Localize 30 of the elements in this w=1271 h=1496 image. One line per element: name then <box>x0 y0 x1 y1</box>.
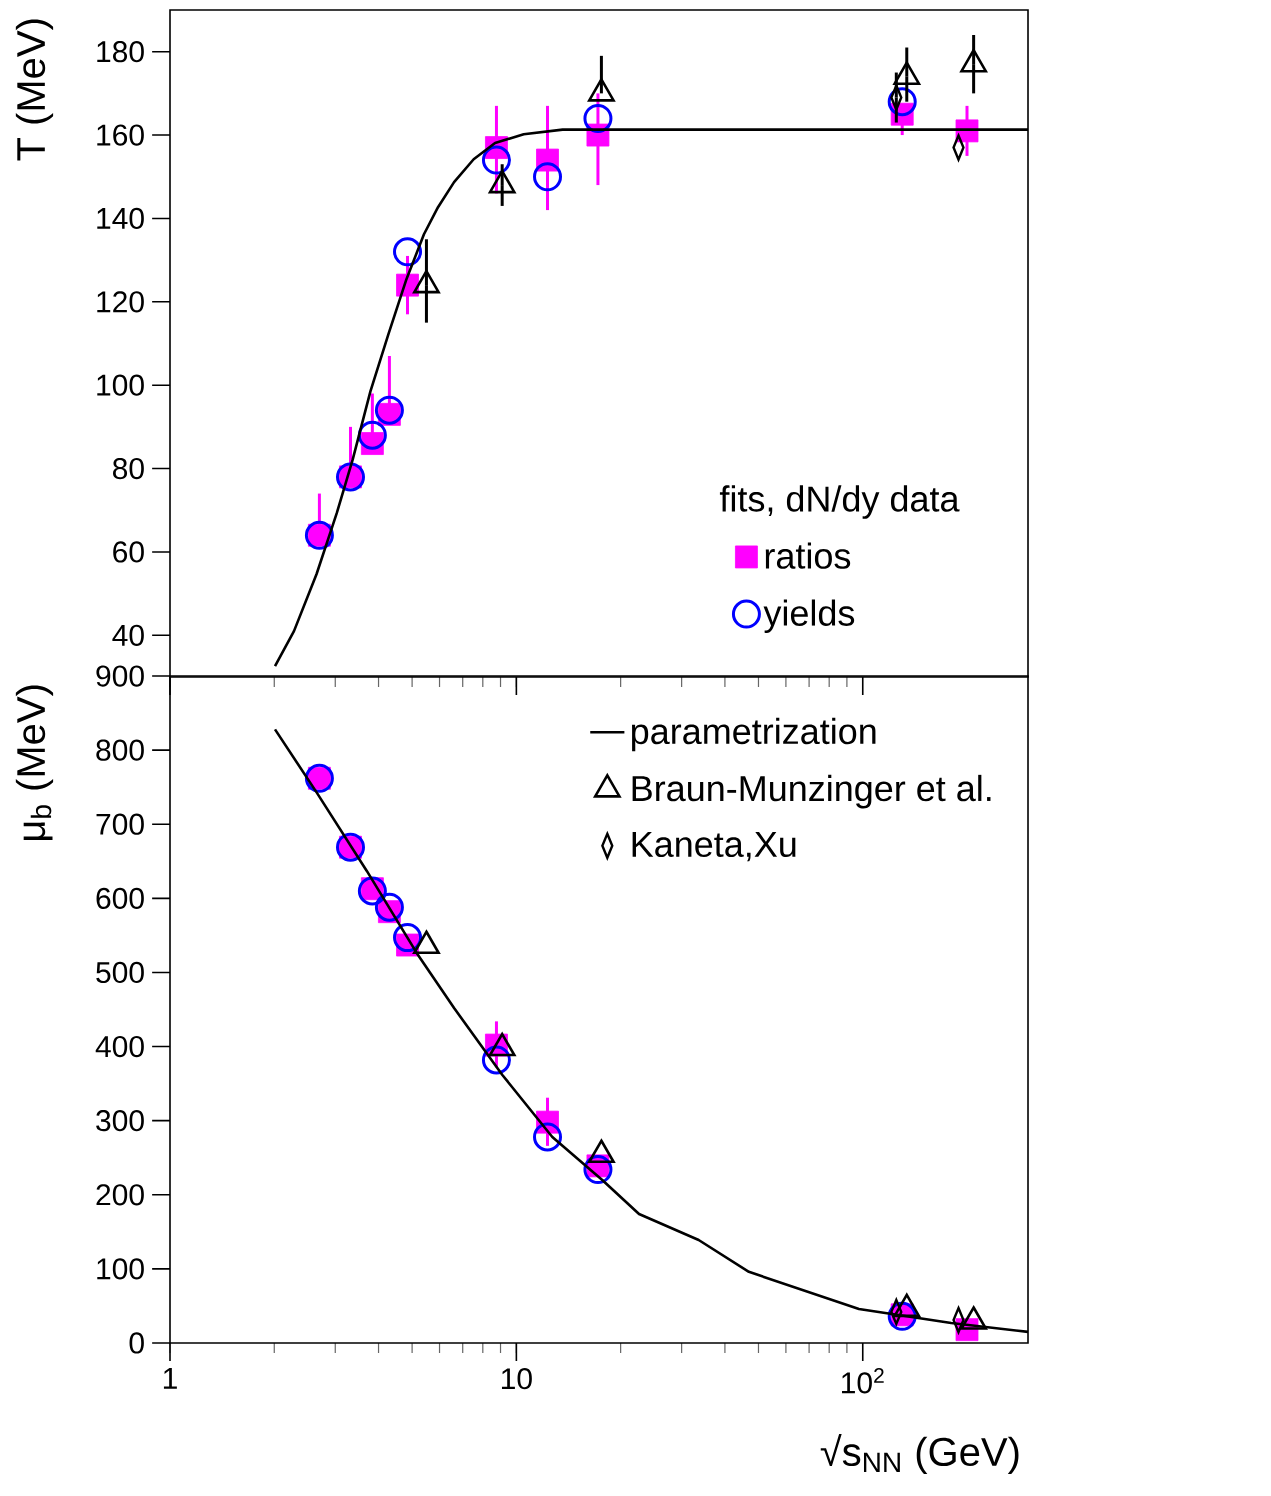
x-axis-title: √s$_{NN}$ (GeV) <box>820 1434 1019 1474</box>
legend-title: fits, dN/dy data <box>719 485 960 519</box>
y-tick-label: 400 <box>95 1035 144 1058</box>
y-tick-label: 800 <box>96 739 144 761</box>
y-tick-label: 180 <box>97 41 144 63</box>
y-tick-label: 900 <box>96 665 144 687</box>
y-tick-label: 60 <box>113 541 144 563</box>
y-tick-label: 300 <box>96 1110 144 1132</box>
y-tick-label: 80 <box>113 457 144 480</box>
y-tick-label: 140 <box>97 207 144 230</box>
legend-label: Kaneta,Xu <box>632 831 796 862</box>
y-axis-title: μ$_{b}$ (MeV) <box>15 685 54 841</box>
y-tick-label: 160 <box>97 124 144 146</box>
y-tick-label: 40 <box>112 624 144 646</box>
x-tick-label: 1 <box>163 1368 177 1389</box>
y-tick-label: 100 <box>97 374 144 396</box>
legend-label: Braun-Munzinger et al. <box>632 774 991 809</box>
y-tick-label: 0 <box>129 1332 144 1354</box>
x-tick-label: 10$^{2}$ <box>842 1368 884 1394</box>
legend-label: yields <box>763 599 855 634</box>
y-axis-title: T (MeV) <box>15 19 54 161</box>
legend-label: parametrization <box>632 717 876 752</box>
y-tick-label: 100 <box>97 1258 144 1280</box>
y-tick-label: 120 <box>97 291 144 313</box>
legend-label: ratios <box>765 542 851 569</box>
y-tick-label: 500 <box>96 961 144 984</box>
x-tick-label: 10 <box>501 1368 532 1390</box>
y-tick-label: 200 <box>96 1184 144 1206</box>
y-tick-label: 700 <box>96 813 144 835</box>
y-tick-label: 600 <box>96 887 144 909</box>
